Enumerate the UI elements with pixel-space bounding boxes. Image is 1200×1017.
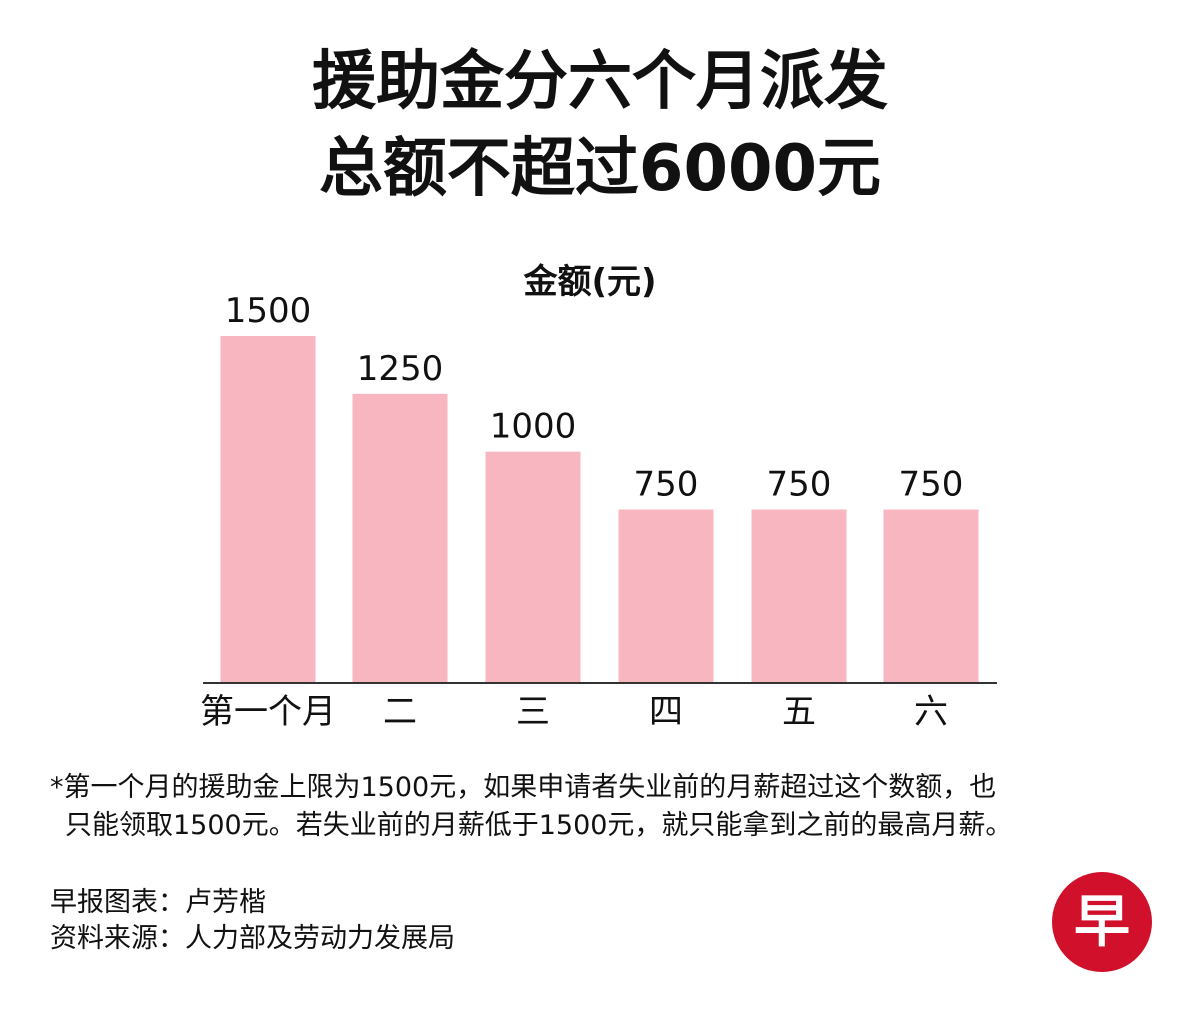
bar-6: [883, 509, 979, 683]
zaobao-logo: 早: [1052, 872, 1152, 972]
value-label-1: 1500: [225, 291, 312, 331]
graphics-credit: 早报图表：卢芳楷: [50, 887, 266, 918]
value-label-4: 750: [634, 465, 699, 505]
category-label-5: 五: [782, 692, 816, 732]
source-credit: 资料来源：人力部及劳动力发展局: [50, 923, 455, 954]
category-label-3: 三: [516, 692, 550, 732]
category-label-4: 四: [649, 692, 683, 732]
y-axis-label: 金额(元): [522, 262, 656, 302]
footnote-line-2: 只能领取1500元。若失业前的月薪低于1500元，就只能拿到之前的最高月薪。: [65, 810, 1013, 841]
bar-4: [618, 509, 714, 683]
logo-glyph: 早: [1074, 890, 1130, 955]
bar-1: [220, 336, 316, 683]
bar-3: [485, 451, 581, 683]
chart-title-line-2: 总额不超过6000元: [318, 132, 882, 206]
logo-circle: [1052, 872, 1152, 972]
bar-5: [751, 509, 847, 683]
value-label-2: 1250: [357, 349, 444, 389]
category-label-6: 六: [914, 692, 948, 732]
category-label-2: 二: [383, 692, 417, 732]
bar-2: [352, 393, 448, 683]
category-label-1: 第一个月: [200, 692, 336, 732]
footnote-line-1: *第一个月的援助金上限为1500元，如果申请者失业前的月薪超过这个数额，也: [50, 772, 997, 803]
bar-chart: 金额(元) 1500 第一个月 1250 二 1000 三 750 四 750 五 750 六: [200, 262, 997, 732]
chart-title-line-1: 援助金分六个月派发: [312, 45, 888, 119]
value-label-6: 750: [899, 465, 964, 505]
value-label-3: 1000: [490, 407, 577, 447]
value-label-5: 750: [767, 465, 832, 505]
bars: 1500 第一个月 1250 二 1000 三 750 四 750 五 750 六: [200, 291, 979, 732]
